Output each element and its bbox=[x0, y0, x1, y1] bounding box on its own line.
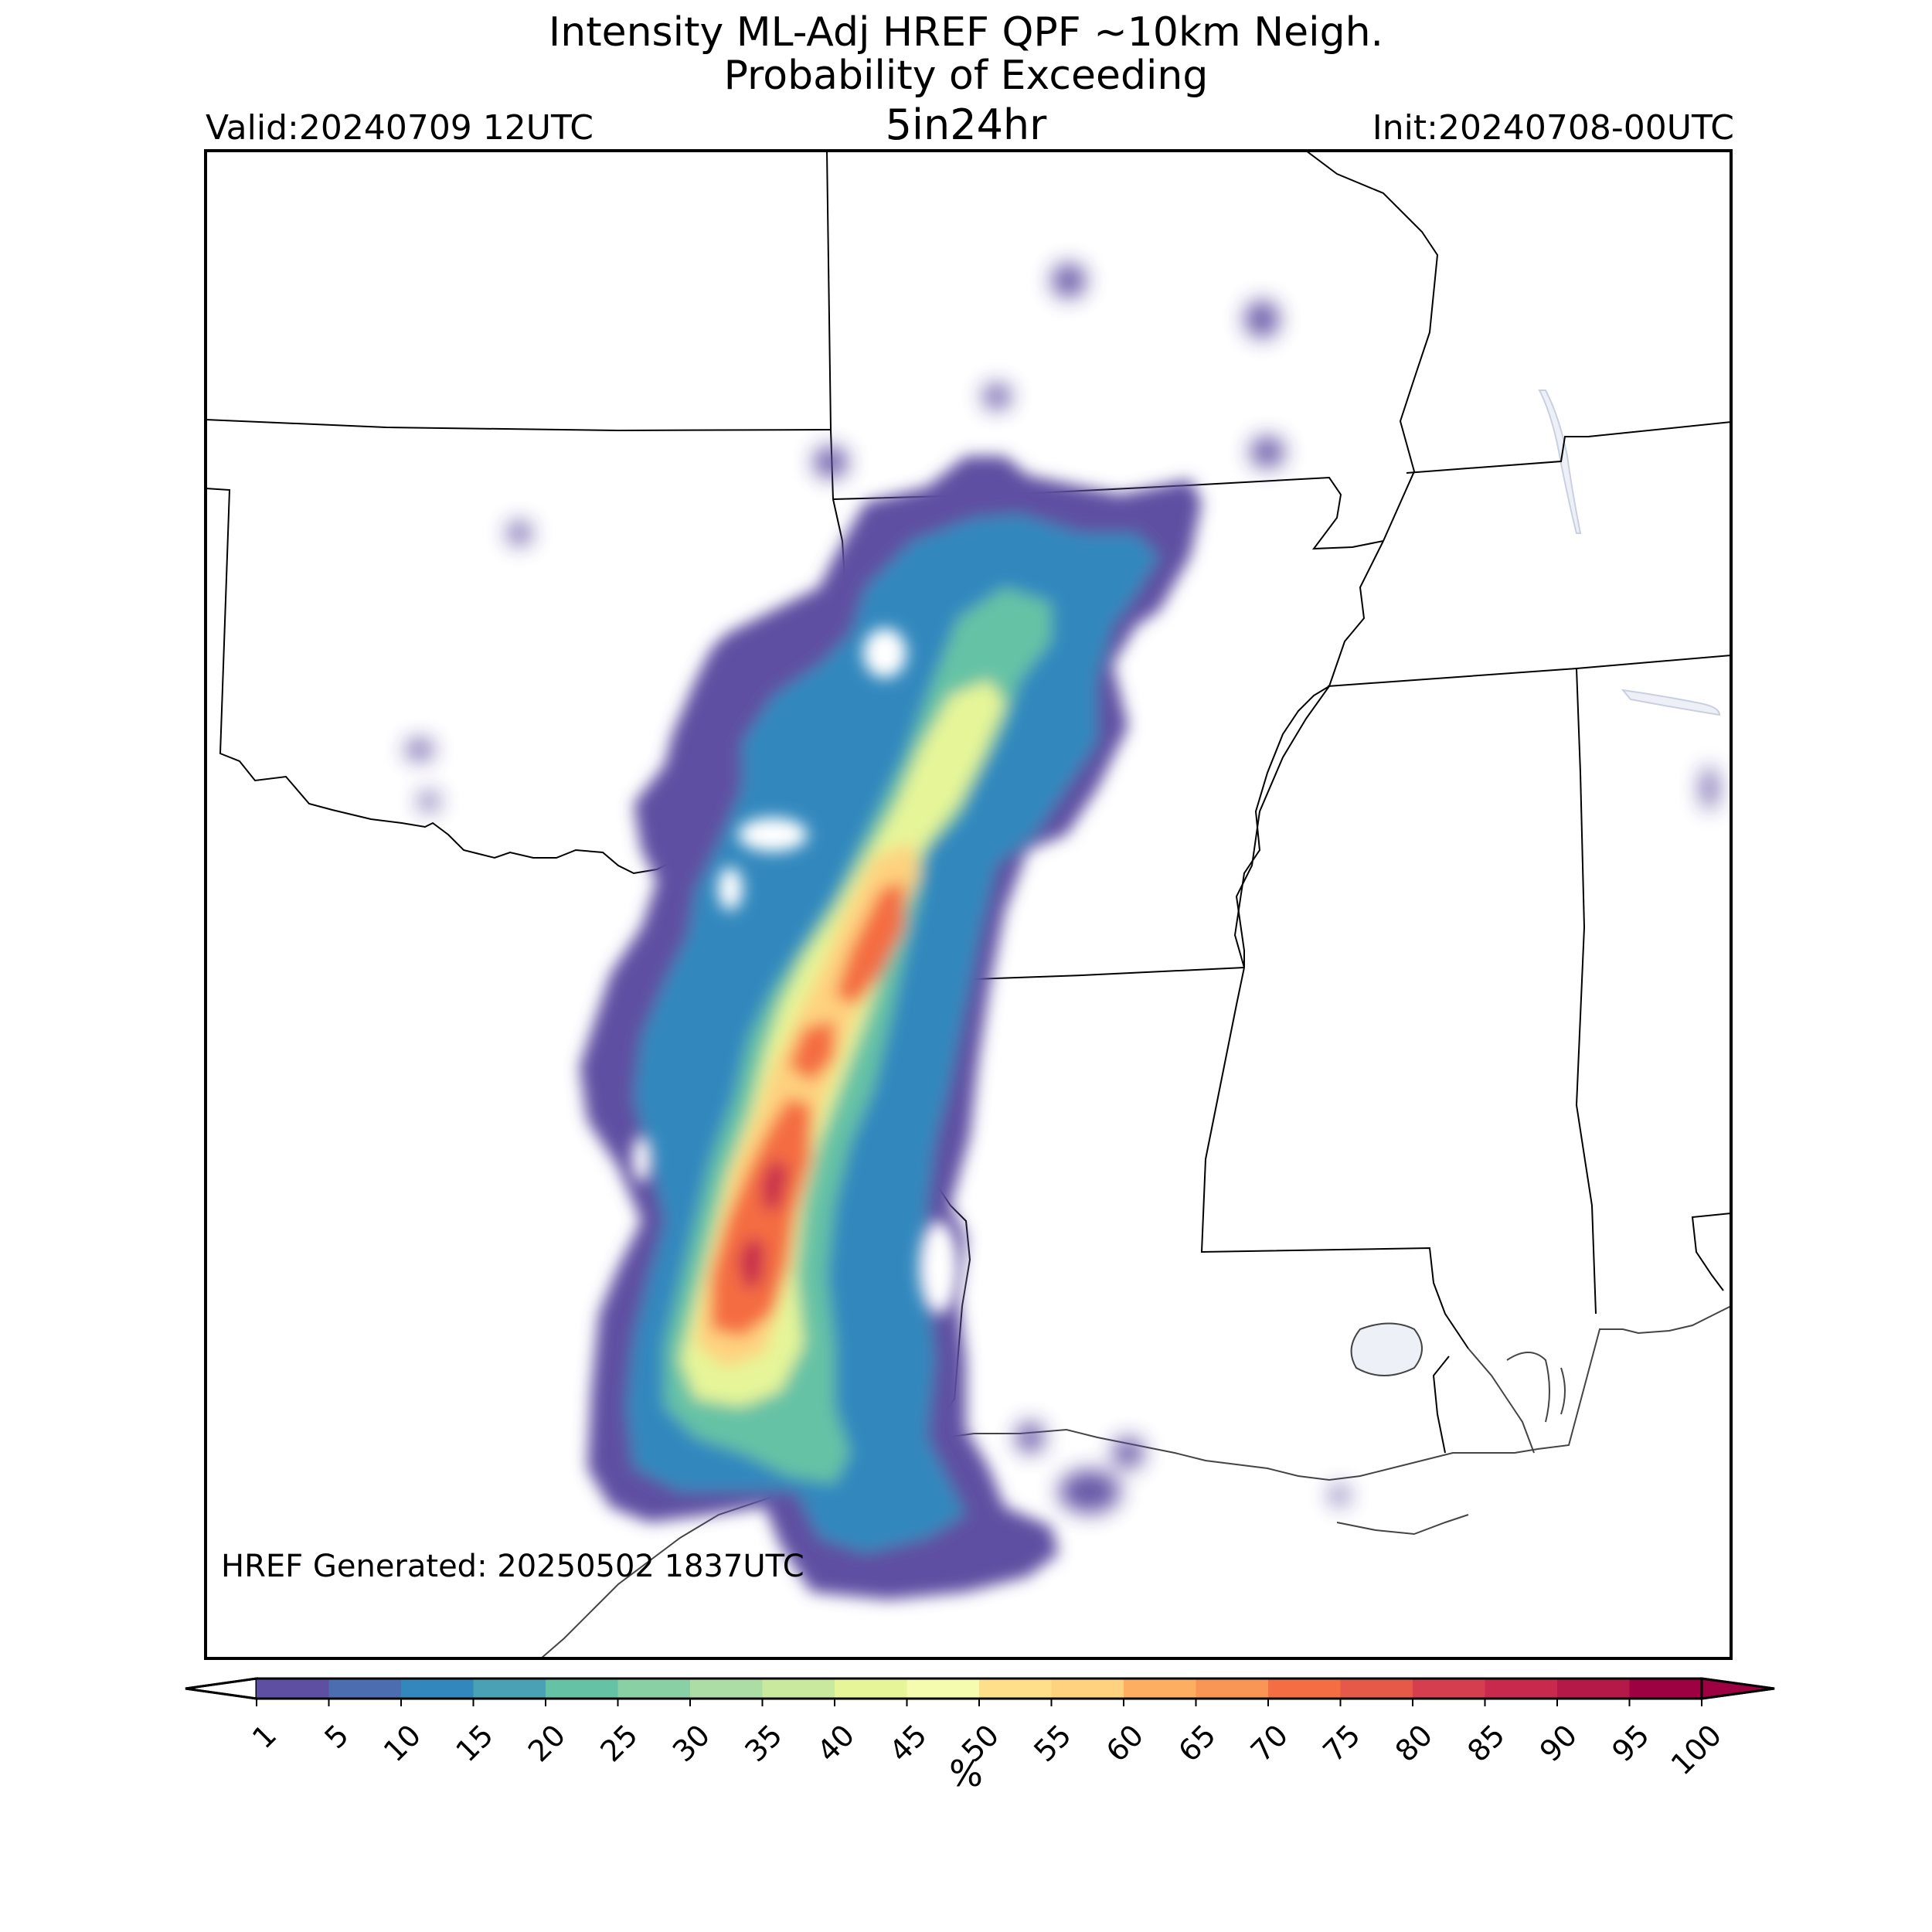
colorbar-segment bbox=[473, 1679, 546, 1699]
threshold-subtitle: 5in24hr bbox=[885, 100, 1047, 149]
colorbar-segment bbox=[546, 1679, 618, 1699]
colorbar-segments bbox=[185, 1677, 1775, 1700]
colorbar-segment bbox=[1268, 1679, 1341, 1699]
chart-title-line2: Probability of Exceeding bbox=[723, 53, 1209, 99]
colorbar-segment bbox=[1557, 1679, 1630, 1699]
colorbar-segment bbox=[1051, 1679, 1124, 1699]
colorbar-segment bbox=[1629, 1679, 1702, 1699]
chart-title: Intensity ML-Adj HREF QPF ~10km Neigh. bbox=[548, 9, 1384, 56]
colorbar-segment bbox=[1196, 1679, 1269, 1699]
band-85pct bbox=[738, 1159, 788, 1291]
colorbar-segment bbox=[906, 1679, 980, 1699]
colorbar-segment bbox=[1485, 1679, 1558, 1699]
colorbar-segment bbox=[1340, 1679, 1413, 1699]
colorbar-segment bbox=[979, 1679, 1052, 1699]
colorbar-segment bbox=[617, 1679, 691, 1699]
band-70pct bbox=[711, 881, 904, 1337]
colorbar-segment bbox=[762, 1679, 835, 1699]
colorbar-segment bbox=[835, 1679, 907, 1699]
map-frame bbox=[204, 149, 1733, 1660]
colorbar-tick-label: 5 bbox=[318, 1718, 355, 1755]
init-time: Init:20240708-00UTC bbox=[1372, 108, 1734, 148]
mississippi-river bbox=[1235, 540, 1384, 968]
colorbar-segment bbox=[1413, 1679, 1485, 1699]
colorbar-tick-label: 1 bbox=[246, 1718, 283, 1755]
colorbar-label: % bbox=[949, 1753, 983, 1794]
colorbar-segment bbox=[690, 1679, 763, 1699]
colorbar-under-extend bbox=[185, 1677, 258, 1700]
colorbar-segment bbox=[401, 1679, 474, 1699]
isolated-cells bbox=[406, 264, 1717, 1513]
generated-note: HREF Generated: 20250502 1837UTC bbox=[221, 1549, 804, 1584]
colorbar-segment bbox=[328, 1679, 402, 1699]
colorbar-segment bbox=[257, 1679, 329, 1699]
colorbar-over-extend bbox=[1700, 1677, 1775, 1700]
colorbar-segment bbox=[1124, 1679, 1196, 1699]
probability-field bbox=[580, 456, 1202, 1600]
field-holes bbox=[632, 628, 958, 1314]
valid-time: Valid:20240709 12UTC bbox=[206, 108, 594, 148]
